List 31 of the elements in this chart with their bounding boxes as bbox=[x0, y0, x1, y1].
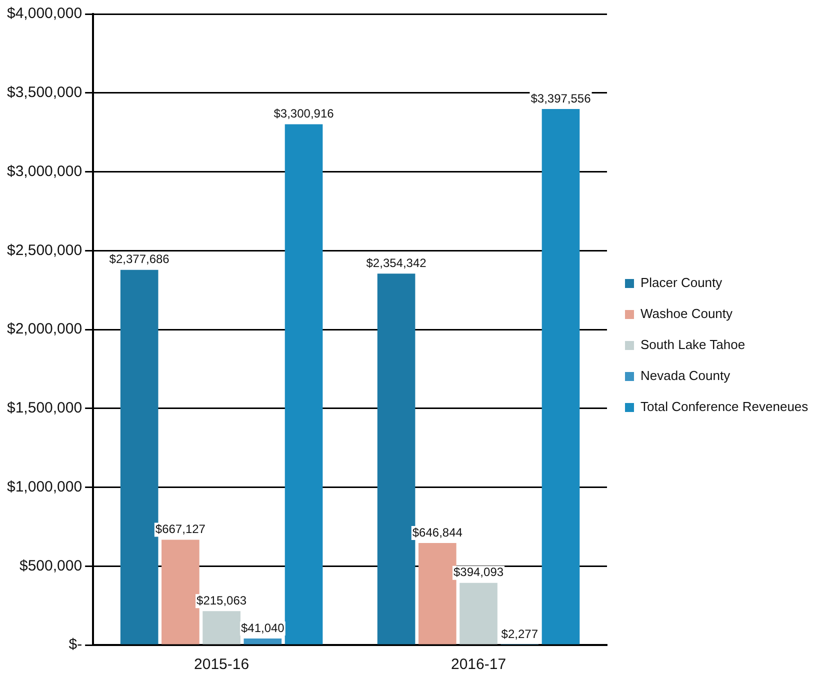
bar bbox=[244, 638, 282, 644]
x-tick-label: 2015-16 bbox=[194, 656, 250, 674]
y-tick-label: $2,000,000 bbox=[6, 320, 82, 338]
legend-label: Nevada County bbox=[640, 368, 731, 384]
data-label: $41,040 bbox=[240, 620, 285, 635]
y-tick-label: $3,000,000 bbox=[6, 162, 82, 180]
data-label: $215,063 bbox=[196, 593, 247, 608]
legend-label: Total Conference Reveneues bbox=[640, 399, 809, 414]
data-label: $2,354,342 bbox=[366, 256, 427, 270]
data-label: $394,093 bbox=[453, 565, 504, 580]
y-tick-label: $- bbox=[68, 636, 82, 654]
bar bbox=[460, 582, 498, 644]
data-label: $3,300,916 bbox=[274, 106, 334, 121]
legend-label: Placer County bbox=[640, 275, 723, 290]
x-tick-label: 2016-17 bbox=[450, 656, 506, 674]
bar bbox=[542, 109, 580, 644]
legend-label: South Lake Tahoe bbox=[640, 337, 746, 352]
y-tick-label: $1,500,000 bbox=[6, 400, 82, 417]
y-tick-label: $500,000 bbox=[19, 557, 82, 574]
y-tick-label: $1,000,000 bbox=[6, 478, 82, 496]
data-label: $3,397,556 bbox=[530, 91, 592, 106]
data-label: $2,277 bbox=[501, 626, 538, 641]
data-label: $2,377,686 bbox=[109, 252, 170, 266]
bar bbox=[202, 611, 240, 644]
data-label: $667,127 bbox=[155, 522, 206, 536]
y-tick-label: $4,000,000 bbox=[6, 5, 82, 22]
y-tick-label: $2,500,000 bbox=[6, 242, 82, 259]
legend-label: Washoe County bbox=[640, 306, 734, 322]
bar bbox=[284, 124, 323, 644]
data-label: $646,844 bbox=[412, 525, 463, 540]
y-tick-label: $3,500,000 bbox=[6, 84, 82, 102]
